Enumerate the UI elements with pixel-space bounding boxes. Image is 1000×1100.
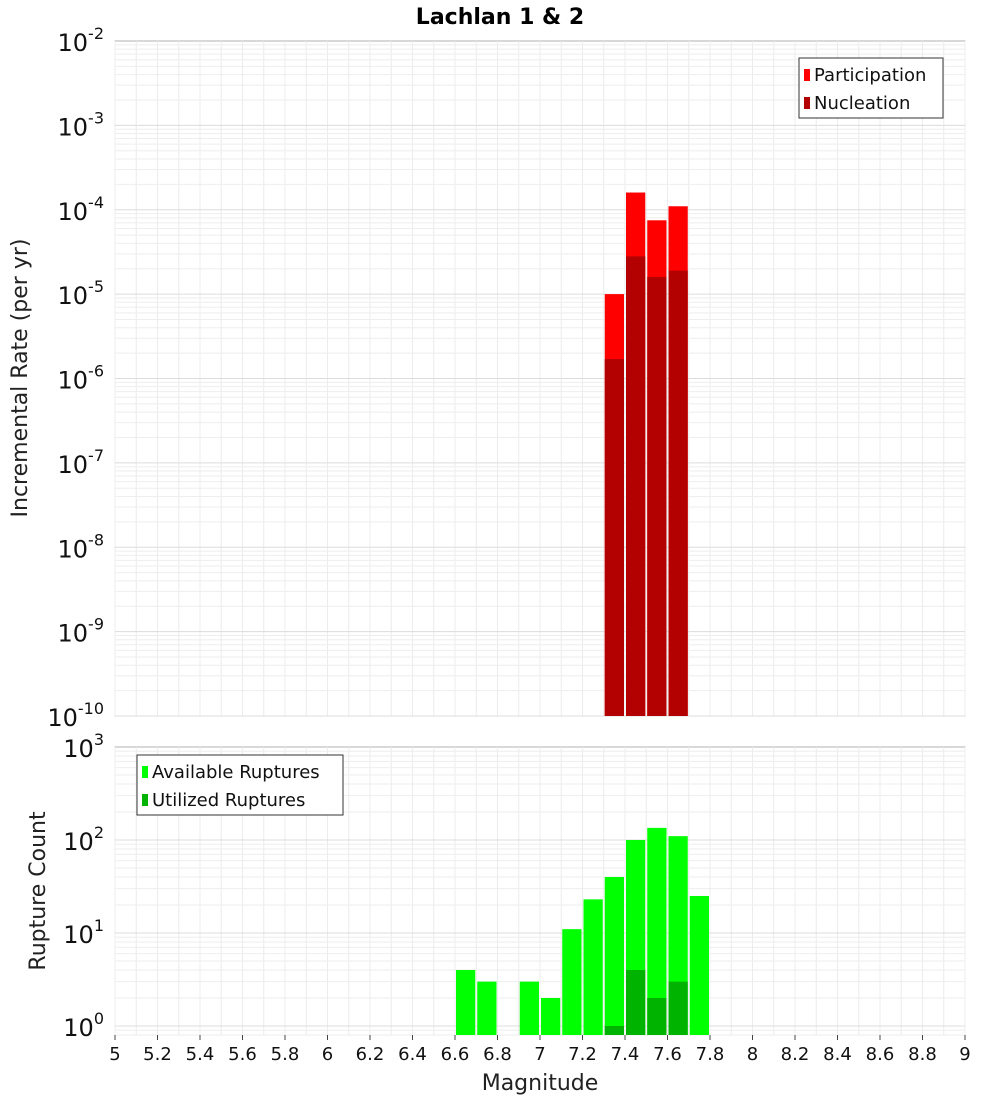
top-panel: 10-10 10-9 10-8 10-7 10-6 10-5 10-4 10-3 10-2 In… — [8, 24, 966, 732]
legend-swatch — [804, 97, 810, 109]
bar-utilized-ruptures — [668, 981, 688, 1035]
bar-available-ruptures — [456, 969, 476, 1035]
x-tick-label: 5.2 — [143, 1044, 172, 1065]
x-tick-label: 5.6 — [228, 1044, 257, 1065]
bar-available-ruptures — [583, 899, 603, 1035]
x-tick-label: 7.4 — [611, 1044, 640, 1065]
bottom-y-ticks: 100 101 102 103 — [63, 730, 104, 1042]
legend-box — [136, 754, 344, 816]
y-tick-label: 10-2 — [58, 24, 105, 57]
y-tick-label: 10-6 — [58, 362, 105, 395]
x-tick-label: 7.2 — [568, 1044, 597, 1065]
bottom-bars — [456, 827, 709, 1035]
bar-nucleation — [647, 276, 667, 716]
x-tick-label: 5.4 — [186, 1044, 215, 1065]
x-tick-label: 7 — [534, 1044, 545, 1065]
y-tick-label: 10-9 — [58, 615, 105, 648]
y-tick-label: 10-4 — [58, 193, 105, 226]
bar-available-ruptures — [562, 929, 582, 1035]
top-y-ticks: 10-10 10-9 10-8 10-7 10-6 10-5 10-4 10-3 10-2 — [47, 24, 104, 732]
top-grid — [114, 41, 966, 717]
x-tick-label: 9 — [959, 1044, 970, 1065]
x-tick-label: 8.2 — [781, 1044, 810, 1065]
legend-label: Participation — [814, 65, 926, 86]
x-tick-label: 6.2 — [356, 1044, 385, 1065]
bar-available-ruptures — [541, 997, 561, 1035]
x-ticks: 5 5.2 5.4 5.6 5.8 6 6.2 6.4 6.6 6.8 7 7.2 7.4 7.6 7.8 8… — [109, 1035, 971, 1065]
y-tick-label: 10-7 — [58, 446, 105, 479]
bar-available-ruptures — [477, 981, 497, 1035]
legend-label: Available Ruptures — [152, 762, 320, 783]
bar-nucleation — [626, 256, 646, 716]
bar-nucleation — [668, 270, 688, 716]
legend-swatch — [804, 69, 810, 81]
top-y-axis-label: Incremental Rate (per yr) — [8, 239, 33, 518]
top-legend: Participation Nucleation — [798, 57, 944, 119]
bottom-panel: 100 101 102 103 Rupture Count Available Rup… — [26, 730, 966, 1042]
x-tick-label: 5.8 — [271, 1044, 300, 1065]
top-bars — [604, 192, 688, 717]
y-tick-label: 10-8 — [58, 530, 105, 563]
y-tick-label: 10-5 — [58, 277, 105, 310]
legend-label: Utilized Ruptures — [152, 790, 305, 811]
x-tick-label: 8.8 — [908, 1044, 937, 1065]
bar-utilized-ruptures — [604, 1025, 624, 1035]
x-tick-label: 7.8 — [696, 1044, 725, 1065]
bar-available-ruptures — [604, 877, 624, 1035]
bar-available-ruptures — [647, 827, 667, 1035]
x-tick-label: 6 — [322, 1044, 333, 1065]
bottom-y-axis-label: Rupture Count — [26, 811, 51, 971]
y-tick-label: 101 — [63, 916, 104, 949]
x-tick-label: 8.4 — [823, 1044, 852, 1065]
y-tick-label: 10-3 — [58, 108, 105, 141]
y-tick-label: 10-10 — [47, 699, 104, 732]
bottom-legend: Available Ruptures Utilized Ruptures — [136, 754, 344, 816]
legend-label: Nucleation — [814, 93, 910, 114]
x-tick-label: 7.6 — [653, 1044, 682, 1065]
bar-utilized-ruptures — [626, 969, 646, 1035]
chart-title: Lachlan 1 & 2 — [416, 5, 584, 30]
legend-swatch — [142, 794, 148, 806]
bar-available-ruptures — [519, 981, 539, 1035]
bar-utilized-ruptures — [647, 997, 667, 1035]
legend-swatch — [142, 766, 148, 778]
x-tick-label: 5 — [109, 1044, 120, 1065]
x-tick-label: 6.4 — [398, 1044, 427, 1065]
y-tick-label: 100 — [63, 1009, 104, 1042]
bar-nucleation — [604, 359, 624, 716]
x-tick-label: 8 — [747, 1044, 758, 1065]
legend-box — [798, 57, 944, 119]
x-tick-label: 6.6 — [441, 1044, 470, 1065]
x-tick-label: 6.8 — [483, 1044, 512, 1065]
y-tick-label: 102 — [63, 823, 104, 856]
x-tick-label: 8.6 — [866, 1044, 895, 1065]
y-tick-label: 103 — [63, 730, 104, 763]
x-axis-label: Magnitude — [482, 1071, 599, 1096]
bar-available-ruptures — [689, 895, 709, 1035]
